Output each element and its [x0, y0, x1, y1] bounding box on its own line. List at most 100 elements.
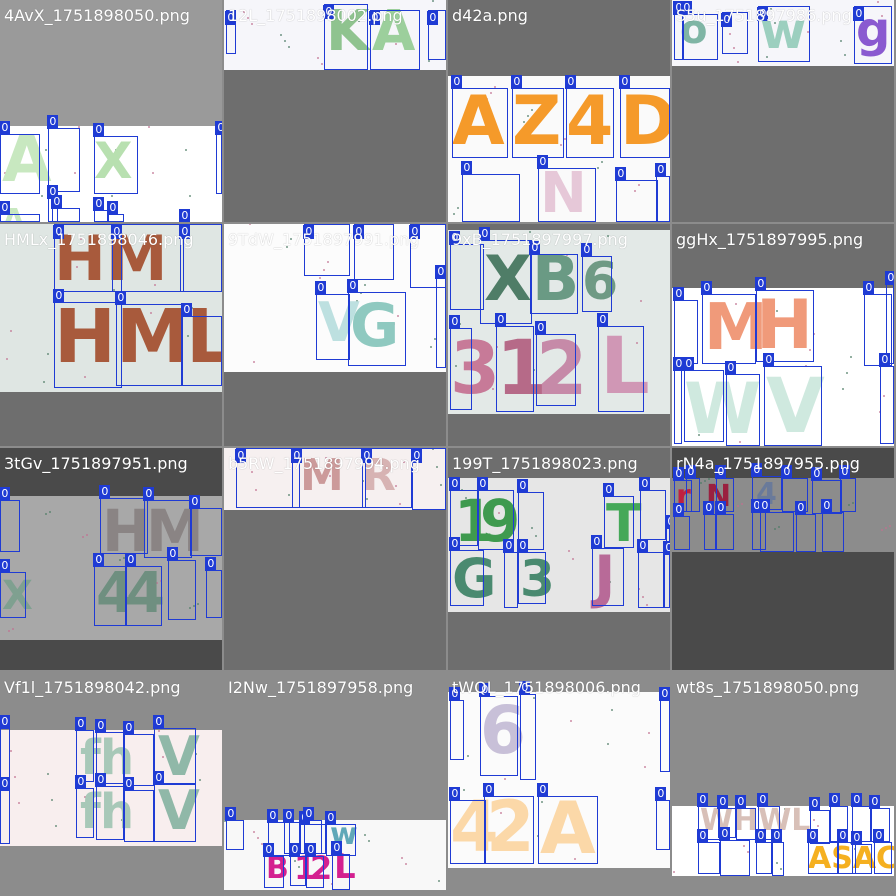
- bounding-box[interactable]: 0: [701, 281, 756, 364]
- bounding-box[interactable]: 0: [0, 559, 26, 618]
- bounding-box[interactable]: 0: [0, 201, 40, 222]
- bounding-box[interactable]: 0: [619, 75, 670, 158]
- bounding-box[interactable]: 0: [763, 353, 822, 446]
- bounding-box[interactable]: 0: [885, 271, 894, 364]
- bounding-box[interactable]: 0: [535, 321, 576, 406]
- bounding-box[interactable]: 0: [807, 829, 838, 874]
- bounding-box[interactable]: 0: [519, 681, 536, 780]
- bounding-box[interactable]: 0: [755, 277, 814, 362]
- bounding-box[interactable]: 0: [697, 829, 720, 874]
- bounding-box[interactable]: 0: [167, 547, 196, 620]
- bounding-box[interactable]: 0: [47, 115, 80, 192]
- bounding-box[interactable]: 0: [315, 281, 350, 360]
- bounding-box[interactable]: 0: [189, 495, 222, 556]
- bounding-box[interactable]: 0: [751, 499, 766, 550]
- bounding-box[interactable]: 0: [511, 75, 564, 158]
- bounding-box[interactable]: 0: [451, 75, 508, 158]
- bounding-box[interactable]: 0: [95, 719, 124, 784]
- bounding-box[interactable]: 0: [821, 499, 844, 552]
- mosaic-tile[interactable]: X B 6 3 1 2 L 0 0 0 0 0 0 0 0 9xB_1751897997.png: [448, 224, 670, 446]
- bounding-box[interactable]: 0: [581, 243, 612, 312]
- bounding-box[interactable]: 0: [615, 167, 658, 222]
- bounding-box[interactable]: 0: [125, 553, 162, 626]
- bounding-box[interactable]: 0: [673, 1, 685, 60]
- bounding-box[interactable]: 0: [51, 195, 80, 222]
- bounding-box[interactable]: 0: [181, 303, 222, 386]
- bounding-box[interactable]: 0: [879, 353, 894, 444]
- bounding-box[interactable]: 0: [757, 6, 810, 62]
- bounding-box[interactable]: 0: [673, 287, 698, 364]
- bounding-box[interactable]: 0: [205, 557, 222, 618]
- bounding-box[interactable]: 0: [331, 841, 350, 890]
- bounding-box[interactable]: 0: [721, 12, 748, 54]
- bounding-box[interactable]: 0: [353, 224, 394, 280]
- bounding-box[interactable]: 0: [449, 315, 472, 410]
- bounding-box[interactable]: 0: [409, 224, 446, 288]
- bounding-box[interactable]: 0: [655, 163, 670, 222]
- mosaic-tile[interactable]: HM HM L 0 0 0 0 0 0 HMLx_1751898046.png: [0, 224, 222, 446]
- bounding-box[interactable]: 0: [263, 843, 284, 888]
- bounding-box[interactable]: 0: [703, 501, 716, 550]
- bounding-box[interactable]: 0: [479, 683, 518, 776]
- bounding-box[interactable]: 0: [225, 10, 237, 54]
- mosaic-tile[interactable]: A Z 4 D N 0 0 0 0 0 0 0 0 d42a.png: [448, 0, 670, 222]
- bounding-box[interactable]: 0: [863, 281, 892, 366]
- bounding-box[interactable]: 0: [289, 843, 306, 886]
- bounding-box[interactable]: 0: [537, 155, 596, 222]
- mosaic-tile[interactable]: K A 0 0 0 0 12L_1751898002.png: [224, 0, 446, 222]
- bounding-box[interactable]: 0: [449, 537, 484, 606]
- bounding-box[interactable]: 0: [685, 465, 700, 512]
- mosaic-tile[interactable]: A X A 0 0 0 0 0 0 0 0 0 0 4AvX_1751898050.png: [0, 0, 222, 222]
- bounding-box[interactable]: 0: [53, 289, 122, 388]
- mosaic-tile[interactable]: 6 4 2 A 0 0 0 0 0 0 0 0 tWQL_1751898006.png: [448, 672, 670, 894]
- bounding-box[interactable]: 0: [781, 465, 808, 512]
- mosaic-tile[interactable]: M H W V 0 0 0 0 0 0 0 0 0 0 ggHx_1751897995.png: [672, 224, 894, 446]
- bounding-box[interactable]: 0: [597, 313, 644, 412]
- bounding-box[interactable]: 0: [347, 279, 406, 366]
- bounding-box[interactable]: 0: [303, 224, 350, 276]
- mosaic-tile[interactable]: M R 0 0 0 0 b5RW_1751897994.png: [224, 448, 446, 670]
- bounding-box[interactable]: 0: [673, 503, 690, 550]
- bounding-box[interactable]: 0: [153, 715, 196, 784]
- mosaic-tile[interactable]: H M 4 4 X 0 0 0 0 0 0 0 0 0 3tGv_1751897951.png: [0, 448, 222, 670]
- bounding-box[interactable]: 0: [809, 797, 830, 844]
- bounding-box[interactable]: 0: [95, 773, 124, 840]
- bounding-box[interactable]: 0: [659, 687, 670, 772]
- bounding-box[interactable]: 0: [517, 539, 546, 604]
- bounding-box[interactable]: 0: [479, 227, 532, 324]
- bounding-box[interactable]: 0: [411, 448, 446, 510]
- bounding-box[interactable]: 0: [719, 827, 750, 876]
- bounding-box[interactable]: 0: [153, 771, 196, 842]
- bounding-box[interactable]: 0: [449, 231, 484, 310]
- mosaic-tile[interactable]: V G 0 0 0 0 0 0 9TdW_1751897991.png: [224, 224, 446, 446]
- bounding-box[interactable]: 0: [361, 448, 412, 508]
- bounding-box[interactable]: 0: [681, 1, 718, 60]
- bounding-box[interactable]: 0: [603, 483, 634, 548]
- bounding-box[interactable]: 0: [565, 75, 614, 158]
- bounding-box[interactable]: 0: [759, 499, 794, 552]
- bounding-box[interactable]: 0: [495, 313, 534, 412]
- bounding-box[interactable]: 0: [673, 357, 685, 444]
- bounding-box[interactable]: 0: [0, 487, 20, 552]
- bounding-box[interactable]: 0: [873, 829, 892, 874]
- mosaic-tile[interactable]: o w g 0 0 0 0 0 S5u_1751897986.png: [672, 0, 894, 222]
- bounding-box[interactable]: 0: [757, 793, 780, 840]
- bounding-box[interactable]: 0: [663, 541, 670, 608]
- bounding-box[interactable]: 0: [0, 715, 11, 784]
- bounding-box[interactable]: 0: [75, 775, 94, 838]
- mosaic-tile[interactable]: r N 4 0 0 0 0 0 0 0 0 0 0 0 0 0 0 rN4a_1751897955.png: [672, 448, 894, 670]
- bounding-box[interactable]: 0: [323, 4, 368, 70]
- bounding-box[interactable]: 0: [839, 465, 856, 512]
- bounding-box[interactable]: 0: [325, 811, 356, 856]
- bounding-box[interactable]: 0: [461, 161, 520, 222]
- bounding-box[interactable]: 0: [435, 265, 446, 368]
- bounding-box[interactable]: 0: [93, 123, 138, 194]
- bounding-box[interactable]: 0: [225, 807, 244, 850]
- mosaic-tile[interactable]: B12Lw0000000000I2Nw_1751897958.png: [224, 672, 446, 894]
- bounding-box[interactable]: 0: [0, 777, 11, 844]
- bounding-box[interactable]: 0: [735, 795, 756, 840]
- mosaic-tile[interactable]: ASAC WHWL 0 0 0 0 0 0 0 0 0 0 0 0 0 0 0 0 wt8s_1751898050.…: [672, 672, 894, 894]
- bounding-box[interactable]: 0: [477, 477, 514, 550]
- bounding-box[interactable]: 0: [503, 539, 518, 608]
